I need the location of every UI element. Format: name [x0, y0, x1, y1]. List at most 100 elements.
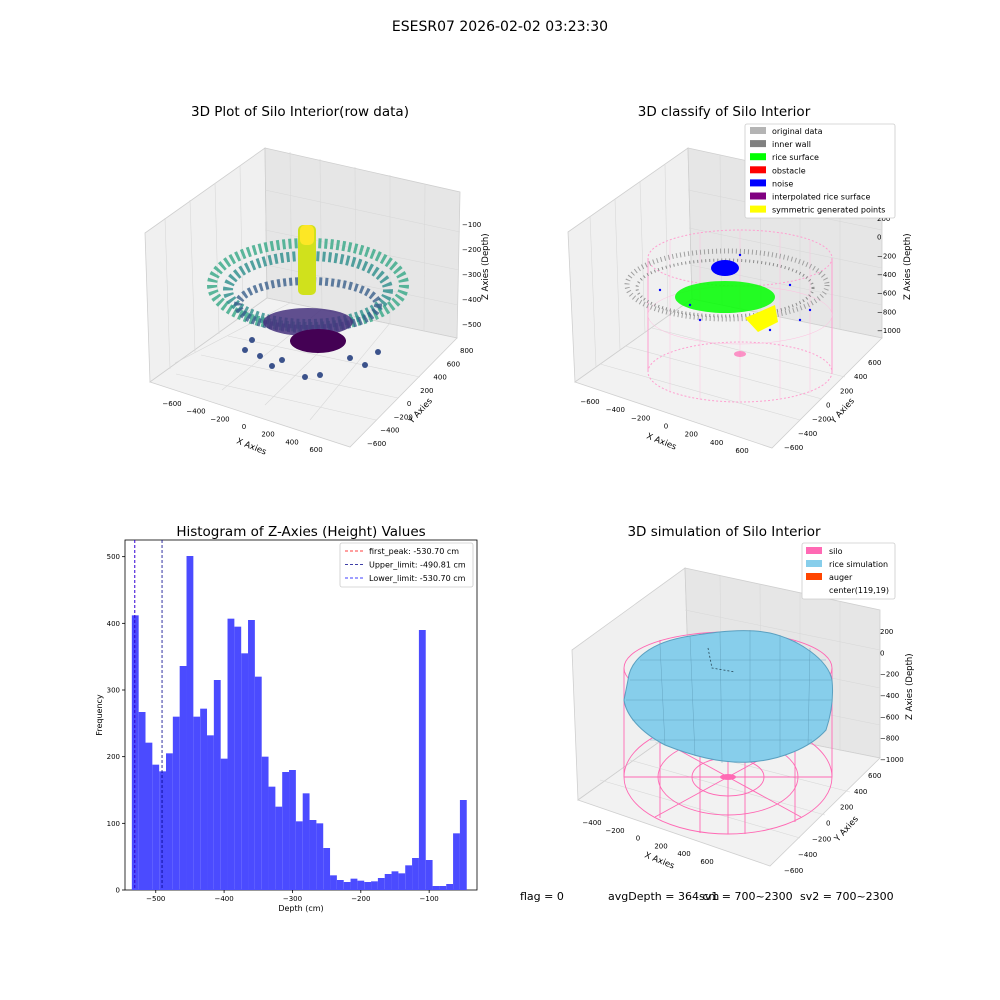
- footer-sv2: sv2 = 700~2300: [800, 890, 894, 903]
- histogram-bar: [343, 882, 351, 890]
- histogram-y-tick-label: 500: [107, 553, 120, 561]
- classify-z-tick-label: −800: [877, 308, 896, 316]
- histogram-bar: [131, 615, 139, 890]
- histogram-bar: [364, 882, 372, 890]
- rice-simulation-surface: [623, 630, 833, 780]
- classify-legend-label: rice surface: [772, 153, 819, 162]
- simulation-legend-swatch: [806, 547, 822, 554]
- simulation-z-tick-label: 200: [880, 628, 893, 636]
- classify-y-tick-label: −600: [784, 444, 803, 452]
- histogram-bar: [282, 772, 290, 890]
- simulation-3d-panel: 3D simulation of Silo Interior: [571, 524, 915, 875]
- raw-y-tick-label: 200: [420, 387, 433, 395]
- simulation-legend-label: rice simulation: [829, 560, 888, 569]
- raw-x-tick-label: 200: [261, 431, 274, 439]
- classify-legend-swatch: [750, 153, 766, 161]
- classify-x-tick-label: 0: [664, 423, 668, 431]
- simulation-x-tick-label: 0: [636, 835, 640, 843]
- histogram-y-tick-label: 300: [107, 687, 120, 695]
- histogram-y-axis-label: Frequency: [95, 694, 104, 736]
- histogram-bar: [336, 880, 344, 890]
- simulation-x-tick-label: 200: [654, 842, 667, 850]
- raw-x-tick-label: 400: [285, 438, 298, 446]
- raw-y-tick-label: 400: [433, 374, 446, 382]
- histogram-bar: [459, 800, 467, 890]
- classify-legend-label: inner wall: [772, 140, 811, 149]
- footer-sv1: sv1 = 700~2300: [699, 890, 793, 903]
- histogram-bar: [275, 806, 283, 890]
- histogram-legend: first_peak: -530.70 cm Upper_limit: -490.…: [339, 542, 474, 588]
- classify-y-tick-label: 600: [868, 359, 881, 367]
- histogram-bar: [316, 823, 324, 890]
- simulation-y-tick-label: −200: [812, 835, 831, 843]
- simulation-x-tick-label: −400: [582, 819, 601, 827]
- classify-legend-swatch: [750, 127, 766, 134]
- raw-z-tick-label: −500: [462, 321, 481, 329]
- histogram-bars: [131, 556, 467, 890]
- classify-legend-label: symmetric generated points: [772, 206, 885, 215]
- classify-y-tick-label: 0: [826, 402, 830, 410]
- classify-x-tick-label: 600: [735, 447, 748, 455]
- classify-legend-label: obstacle: [772, 166, 806, 175]
- histogram-bar: [350, 878, 358, 890]
- raw-z-tick-label: −200: [462, 246, 481, 254]
- simulation-panel-title: 3D simulation of Silo Interior: [627, 524, 821, 540]
- raw-data-3d-panel: 3D Plot of Silo Interior(row data): [144, 104, 491, 458]
- histogram-bar: [213, 680, 221, 890]
- histogram-y-tick-label: 0: [116, 887, 120, 895]
- histogram-bar: [391, 871, 399, 890]
- histogram-legend-label: Lower_limit: -530.70 cm: [369, 574, 466, 583]
- classify-x-tick-label: 200: [685, 431, 698, 439]
- histogram-x-tick-label: −500: [146, 895, 165, 903]
- histogram-bar: [357, 880, 365, 890]
- histogram-bar: [145, 742, 153, 890]
- histogram-bar: [425, 860, 433, 890]
- histogram-reference-lines: [134, 540, 163, 890]
- simulation-z-tick-label: −400: [880, 692, 899, 700]
- histogram-bar: [254, 676, 262, 890]
- simulation-z-tick-label: 0: [880, 649, 884, 657]
- histogram-bar: [248, 620, 255, 890]
- histogram-panel: Histogram of Z-Axies (Height) Values −50…: [95, 524, 478, 913]
- histogram-bar: [186, 556, 194, 890]
- figure-suptitle: ESESR07 2026-02-02 03:23:30: [392, 19, 608, 35]
- classify-z-tick-label: −200: [877, 252, 896, 260]
- histogram-bar: [261, 756, 269, 890]
- raw-y-tick-label: −200: [394, 413, 413, 421]
- raw-axis-ticks: −600−400−2000200400600−600−400−200020040…: [162, 221, 481, 454]
- histogram-bar: [241, 653, 249, 890]
- histogram-bar: [138, 712, 146, 890]
- histogram-bar: [439, 886, 447, 890]
- classify-z-tick-label: −600: [877, 290, 896, 298]
- raw-y-tick-label: 800: [460, 347, 473, 355]
- simulation-z-axis-label: Z Axies (Depth): [905, 653, 915, 720]
- histogram-bar: [234, 626, 242, 890]
- histogram-x-tick-label: −100: [420, 895, 439, 903]
- simulation-z-tick-label: −600: [880, 713, 899, 721]
- histogram-bar: [323, 848, 331, 890]
- histogram-bar: [227, 618, 235, 890]
- simulation-z-tick-label: −1000: [880, 756, 904, 764]
- raw-x-axis-label: X Axies: [235, 437, 268, 458]
- classify-x-tick-label: 400: [710, 439, 723, 447]
- classify-x-tick-label: −200: [631, 414, 650, 422]
- histogram-bar: [152, 764, 160, 890]
- histogram-bar: [166, 753, 173, 890]
- simulation-legend-label: center(119,19): [829, 586, 889, 595]
- histogram-bar: [377, 878, 385, 890]
- simulation-legend-label: auger: [829, 573, 853, 582]
- simulation-axis-ticks: −400−2000200400600−600−400−2000200400600…: [582, 628, 903, 875]
- simulation-x-axis-label: X Axies: [643, 851, 676, 872]
- classify-x-axis-label: X Axies: [645, 432, 678, 453]
- simulation-z-tick-label: −800: [880, 735, 899, 743]
- raw-x-tick-label: 600: [309, 446, 322, 454]
- histogram-bar: [220, 758, 228, 890]
- classify-z-tick-label: −1000: [877, 327, 901, 335]
- raw-z-axis-label: Z Axies (Depth): [481, 233, 491, 300]
- histogram-y-tick-label: 400: [107, 620, 120, 628]
- classify-x-tick-label: −400: [606, 406, 625, 414]
- classify-z-tick-label: 0: [877, 234, 881, 242]
- histogram-x-axis-label: Depth (cm): [278, 904, 323, 913]
